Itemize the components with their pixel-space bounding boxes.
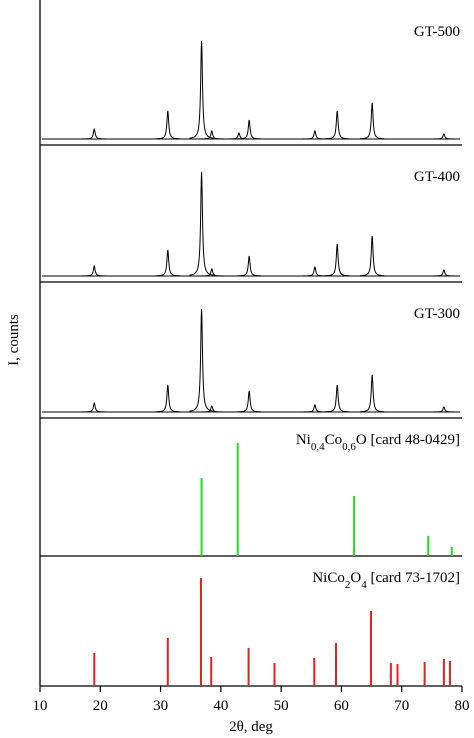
y-axis-label: I, counts — [6, 314, 22, 366]
peak — [189, 308, 214, 412]
peak — [155, 249, 180, 277]
peak — [302, 265, 327, 277]
peak — [199, 129, 224, 140]
title-part: 0,6 — [342, 441, 356, 453]
peak — [199, 268, 224, 277]
peak — [325, 110, 350, 140]
title-part: Ni — [296, 432, 311, 448]
peak — [82, 264, 107, 277]
x-tick-label: 70 — [394, 698, 409, 714]
title-part: GT-500 — [414, 24, 460, 40]
peak — [325, 243, 350, 277]
peak — [82, 127, 107, 140]
peak — [237, 390, 262, 413]
peak — [226, 132, 251, 140]
peak — [360, 235, 385, 277]
title-part: O [card 48-0429] — [356, 432, 460, 448]
panel-title: Ni0,4Co0,6O [card 48-0429] — [296, 432, 460, 453]
peak — [199, 405, 224, 413]
x-tick-label: 80 — [455, 698, 470, 714]
x-tick-label: 40 — [213, 698, 228, 714]
peak — [431, 133, 456, 140]
peak — [82, 401, 107, 413]
x-tick-label: 20 — [93, 698, 108, 714]
peak — [302, 129, 327, 140]
title-part: 2 — [345, 579, 351, 591]
peak — [431, 269, 456, 277]
peak — [431, 406, 456, 413]
x-tick-label: 30 — [153, 698, 168, 714]
peak — [237, 119, 262, 140]
title-part: [card 73-1702] — [367, 570, 460, 586]
peak — [325, 384, 350, 413]
x-tick-label: 60 — [334, 698, 349, 714]
x-axis-label: 2θ, deg — [229, 719, 273, 735]
peak — [302, 404, 327, 413]
title-part: NiCo — [312, 570, 345, 586]
title-part: 0,4 — [311, 441, 325, 453]
peak — [237, 255, 262, 277]
title-part: O — [350, 570, 361, 586]
panel-title: GT-400 — [414, 169, 460, 185]
panel-title: GT-300 — [414, 306, 460, 322]
x-tick-label: 50 — [274, 698, 289, 714]
title-part: Co — [325, 432, 343, 448]
x-tick-label: 10 — [33, 698, 48, 714]
peak — [360, 102, 385, 140]
peak — [189, 171, 214, 276]
title-part: GT-400 — [414, 169, 460, 185]
peak — [155, 110, 180, 140]
peak — [189, 40, 214, 139]
peak — [360, 374, 385, 413]
title-part: GT-300 — [414, 306, 460, 322]
title-part: 4 — [361, 579, 367, 591]
panel-title: GT-500 — [414, 24, 460, 40]
peak — [155, 384, 180, 413]
panel-title: NiCo2O4 [card 73-1702] — [312, 570, 460, 591]
